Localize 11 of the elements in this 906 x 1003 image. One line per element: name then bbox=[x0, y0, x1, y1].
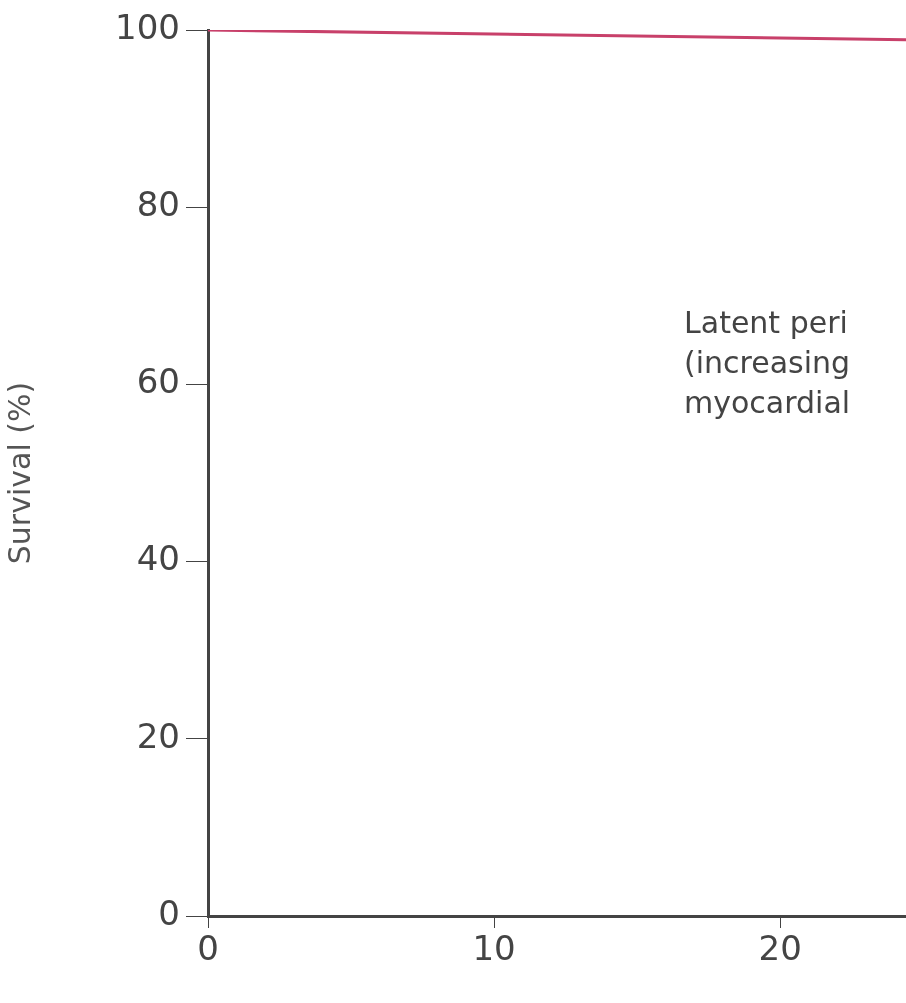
x-tick-label: 20 bbox=[758, 928, 802, 969]
y-tick-label: 20 bbox=[136, 715, 180, 756]
annotation: Latent peri (increasing myocardial bbox=[684, 304, 851, 420]
y-tick-label: 100 bbox=[115, 6, 180, 47]
x-tick-label: 10 bbox=[472, 928, 516, 969]
y-axis-title: Survival (%) bbox=[1, 381, 37, 565]
y-tick-label: 40 bbox=[136, 538, 180, 579]
x-tick-label: 0 bbox=[197, 928, 219, 969]
y-tick-label: 80 bbox=[136, 184, 180, 225]
y-tick-label: 0 bbox=[158, 892, 180, 933]
y-tick-label: 60 bbox=[136, 361, 180, 402]
